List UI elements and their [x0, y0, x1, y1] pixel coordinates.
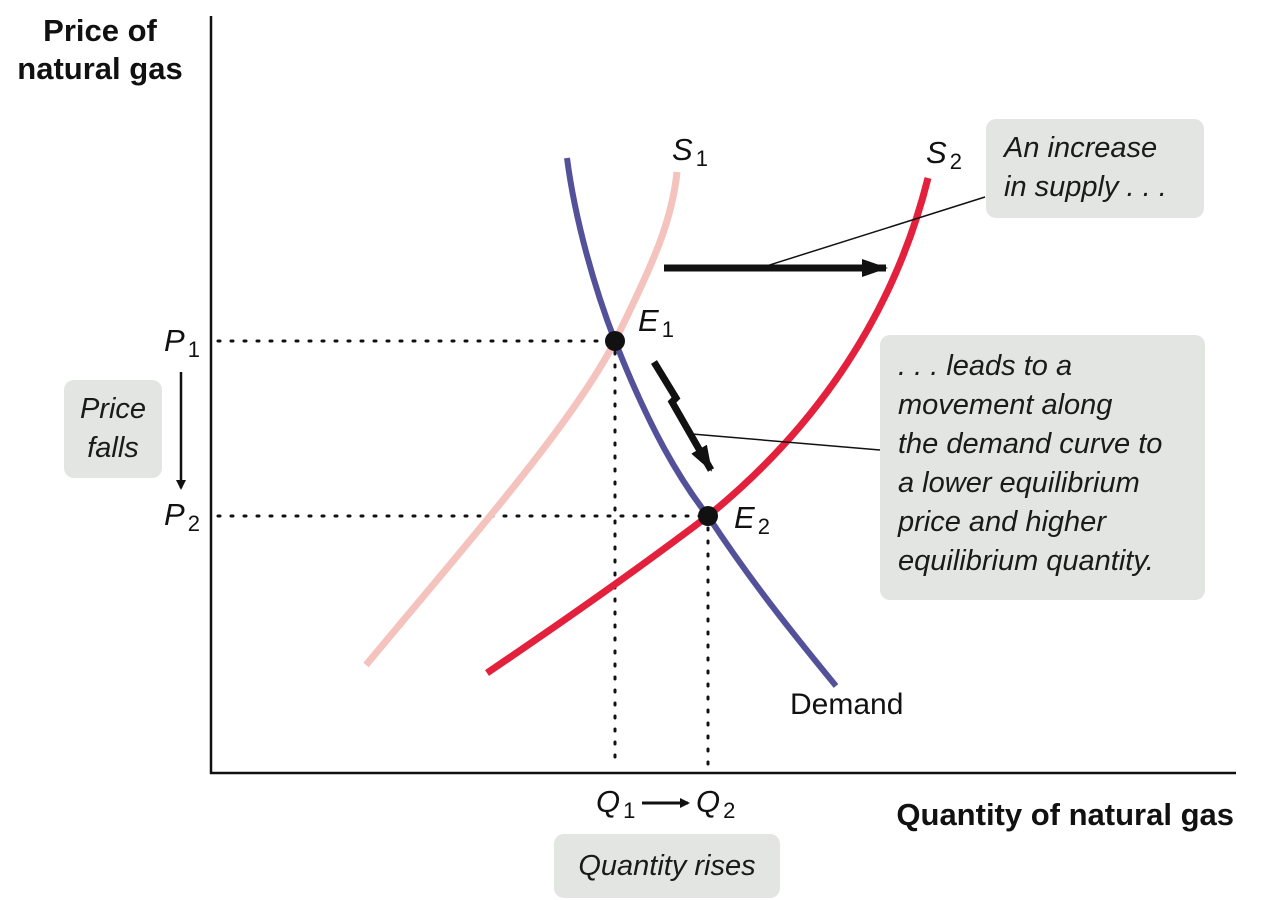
equilibrium-point-e2 — [698, 506, 718, 526]
demand-label: Demand — [790, 688, 904, 721]
supply-curve-s1 — [363, 171, 681, 668]
quantity-rises-callout: Quantity rises — [554, 834, 780, 898]
callout-line: movement along — [898, 389, 1113, 421]
price-falls-callout: Price falls — [64, 380, 162, 478]
supply-callout-leader — [759, 196, 986, 269]
callout-line: . . . leads to a — [898, 350, 1073, 382]
y-axis-title-line: Price of — [43, 13, 157, 48]
equilibrium-point-e1 — [605, 331, 625, 351]
callout-line: a lower equilibrium — [898, 467, 1140, 499]
movement-callout: . . . leads to a movement along the dema… — [880, 335, 1205, 600]
callout-line: price and higher — [898, 506, 1106, 538]
callout-line: equilibrium quantity. — [898, 545, 1154, 577]
supply-increase-callout: An increase in supply . . . — [986, 119, 1204, 218]
callout-line: in supply . . . — [1004, 171, 1167, 203]
movement-callout-leader — [691, 433, 881, 451]
demand-curve — [564, 157, 839, 688]
y-axis-title: Price of natural gas — [10, 12, 190, 88]
callout-line: falls — [87, 432, 139, 464]
callout-line: Price — [79, 393, 147, 425]
supply-curve-s2 — [485, 177, 932, 676]
callout-line: An increase — [1004, 132, 1158, 164]
movement-arrow — [651, 360, 715, 472]
y-axis-title-line: natural gas — [17, 51, 183, 86]
x-axis-title: Quantity of natural gas — [896, 797, 1234, 832]
callout-line: the demand curve to — [898, 428, 1163, 460]
